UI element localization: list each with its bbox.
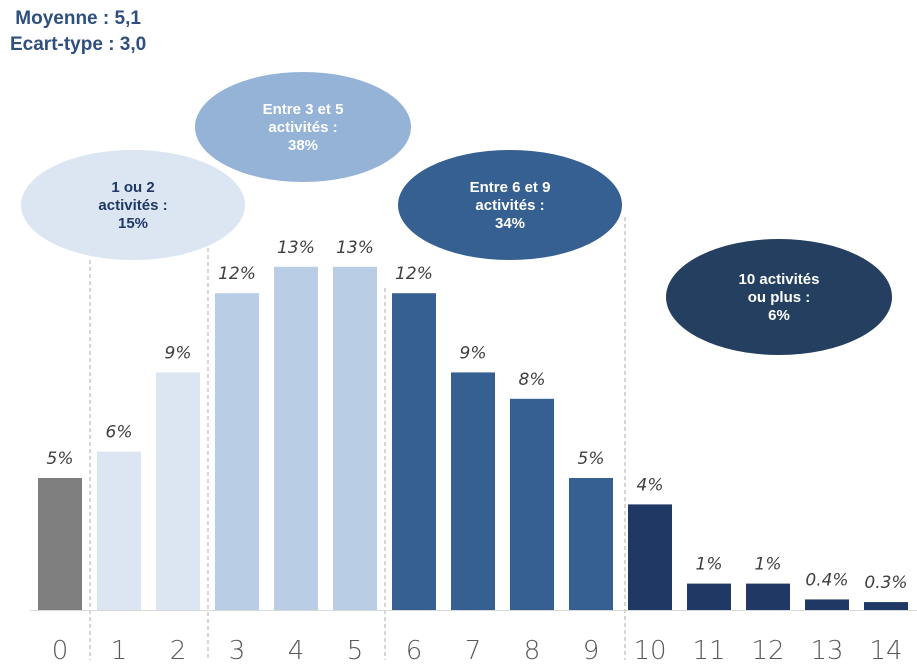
group-label: 15% [118, 215, 148, 232]
group-label: 10 activités [739, 271, 820, 288]
x-tick-label: 11 [692, 636, 725, 666]
data-label: 13% [336, 238, 374, 258]
bar [451, 372, 495, 610]
group-label: activités : [268, 119, 337, 136]
summary-stats: Moyenne : 5,1 Ecart-type : 3,0 [10, 6, 146, 58]
mean-label: Moyenne : 5,1 [15, 8, 141, 29]
x-tick-label: 4 [288, 636, 305, 666]
data-label: 0.4% [805, 570, 848, 590]
data-label: 4% [637, 475, 664, 495]
data-label: 1% [755, 555, 782, 575]
data-label: 8% [519, 370, 546, 390]
group-ellipse [21, 150, 245, 260]
x-tick-label: 6 [406, 636, 423, 666]
x-tick-label: 9 [583, 636, 600, 666]
group-label: activités : [98, 197, 167, 214]
data-label: 13% [277, 238, 315, 258]
group-ellipse [398, 150, 622, 260]
data-label: 0.3% [864, 573, 907, 593]
x-tick-label: 7 [465, 636, 482, 666]
x-tick-label: 3 [229, 636, 246, 666]
data-label: 9% [460, 343, 487, 363]
data-label: 1% [696, 555, 723, 575]
bar [333, 266, 377, 610]
x-tick-label: 1 [111, 636, 128, 666]
x-tick-label: 0 [52, 636, 69, 666]
x-tick-label: 14 [869, 636, 902, 666]
group-label: Entre 3 et 5 [263, 101, 344, 118]
group-label: 38% [288, 137, 318, 154]
group-ellipse [666, 239, 892, 355]
data-label: 5% [47, 449, 74, 469]
data-label: 6% [106, 423, 133, 443]
std-label: Ecart-type : 3,0 [10, 34, 147, 55]
x-tick-label: 8 [524, 636, 541, 666]
bar [687, 583, 731, 610]
bar [97, 451, 141, 610]
group-label: Entre 6 et 9 [470, 179, 551, 196]
x-tick-label: 5 [347, 636, 364, 666]
group-label: 34% [495, 215, 525, 232]
bar [746, 583, 790, 610]
bar [569, 478, 613, 610]
x-tick-label: 12 [751, 636, 784, 666]
data-label: 5% [578, 449, 605, 469]
bar [510, 398, 554, 610]
group-label: ou plus : [748, 289, 811, 306]
group-label: activités : [475, 197, 544, 214]
bar [156, 372, 200, 610]
bar [392, 293, 436, 610]
bar [274, 266, 318, 610]
bar [864, 602, 908, 610]
x-tick-label: 10 [633, 636, 666, 666]
bar [38, 478, 82, 610]
x-tick-label: 13 [810, 636, 843, 666]
x-tick-label: 2 [170, 636, 187, 666]
group-label: 1 ou 2 [111, 179, 154, 196]
group-ellipse [195, 72, 411, 182]
data-label: 9% [165, 343, 192, 363]
data-label: 12% [395, 264, 433, 284]
bar [215, 293, 259, 610]
bar [628, 504, 672, 610]
bar [805, 599, 849, 610]
data-label: 12% [218, 264, 256, 284]
group-label: 6% [768, 307, 790, 324]
